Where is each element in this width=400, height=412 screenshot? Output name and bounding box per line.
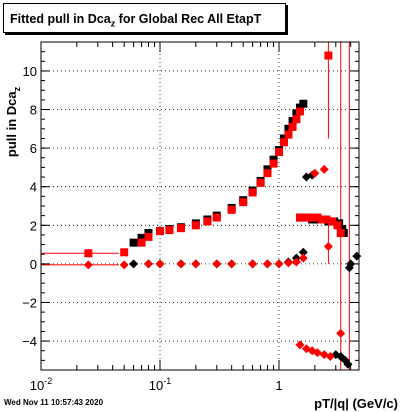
y-tick-label: 4 [30,180,37,195]
square-marker [156,227,165,236]
title-box: Fitted pull in Dcaz for Global Rec All E… [3,3,286,33]
square-marker [318,215,327,224]
square-marker [275,147,284,156]
square-marker [227,205,236,214]
square-marker [322,215,331,224]
data-points [83,51,362,369]
diamond-marker [227,259,237,269]
square-marker [288,122,297,131]
diamond-marker [295,340,305,350]
diamond-marker [298,247,308,257]
x-tick-label: 1 [275,378,282,393]
square-marker [120,248,129,257]
tick-labels: −4 −2 0 2 4 6 8 10 10-2 10-1 1 [22,64,282,393]
y-tick-label: 10 [23,64,37,79]
square-marker [129,238,138,247]
x-tick-label: 10-2 [30,376,52,393]
x-tick-label: 10-1 [149,376,171,393]
timestamp: Wed Nov 11 10:57:43 2020 [4,398,104,407]
title-prefix: Fitted pull in Dca [10,12,111,26]
diamond-marker [291,257,301,267]
square-marker [191,221,200,230]
square-marker [256,178,265,187]
y-tick-label: −4 [22,334,37,349]
title-suffix: for Global Rec All EtapT [115,12,262,26]
diamond-marker [312,348,322,358]
diamond-marker [143,259,153,269]
diamond-marker [155,259,165,269]
axis-ticks [40,41,359,371]
diamond-marker [323,242,333,252]
y-axis-label-main: pull in Dca [4,91,19,158]
square-marker [295,213,304,222]
square-marker [137,233,146,242]
square-marker [239,198,248,207]
square-marker [176,224,185,233]
square-marker [299,99,308,108]
y-tick-label: 6 [30,141,37,156]
y-tick-label: 2 [30,218,37,233]
grid-lines [40,42,359,370]
y-tick-label: 8 [30,103,37,118]
square-marker [165,226,174,235]
square-marker [248,188,257,197]
diamond-marker [248,259,258,269]
y-tick-label: 0 [30,257,37,272]
diamond-marker [352,251,362,261]
square-marker [279,138,288,147]
svg-text:pull in Dcaz: pull in Dcaz [4,86,22,157]
square-marker [308,213,317,222]
square-marker [212,213,221,222]
square-marker [284,130,293,139]
square-marker [84,249,93,258]
square-marker [333,221,342,230]
square-marker [336,229,345,238]
square-marker [263,169,272,178]
square-marker [292,115,301,124]
diamond-marker [176,259,186,269]
diamond-marker [83,260,93,270]
diamond-marker [129,259,139,269]
square-marker [137,238,146,247]
diamond-marker [319,164,329,174]
diamond-marker [298,253,308,263]
diamond-marker [283,258,293,268]
square-marker [203,217,212,226]
square-marker [328,217,337,226]
square-marker [295,107,304,116]
diamond-marker [274,259,284,269]
square-marker [144,232,153,241]
y-tick-label: −2 [22,295,37,310]
diamond-marker [344,263,354,273]
diamond-marker [191,259,201,269]
title-subscript: z [110,18,116,29]
plot-frame [40,41,360,371]
x-axis-label: pT/|q| (GeV/c) [314,396,398,411]
diamond-marker [262,259,272,269]
diamond-marker [310,168,320,178]
square-marker [284,124,293,133]
square-marker [313,213,322,222]
error-bars [41,42,350,370]
y-axis-label-sub: z [12,86,22,91]
square-marker [269,159,278,168]
square-marker [324,51,333,60]
diamond-marker [212,259,222,269]
chart-title: Fitted pull in Dcaz for Global Rec All E… [10,12,261,29]
square-marker [302,213,311,222]
diamond-marker [119,260,129,270]
diamond-marker [325,351,335,361]
y-axis-label: pull in Dcaz [4,86,22,157]
diamond-marker [336,328,346,338]
